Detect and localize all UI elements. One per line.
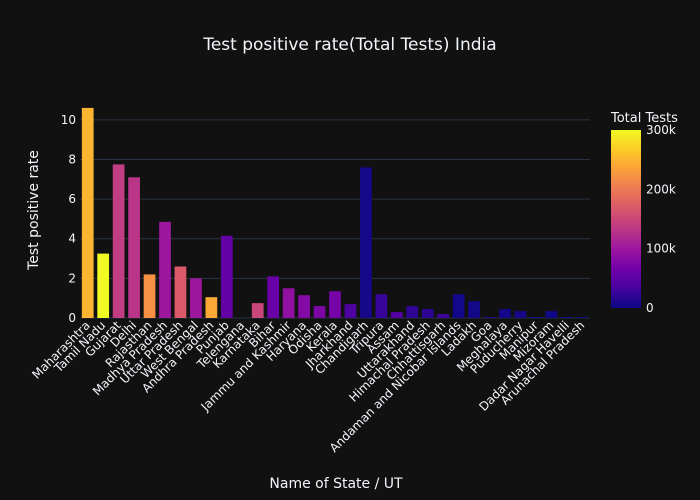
colorbar-tick-label: 300k	[646, 123, 676, 137]
colorbar-gradient	[611, 130, 641, 308]
y-tick-label: 6	[68, 192, 76, 206]
bar[interactable]	[530, 317, 542, 318]
bar[interactable]	[545, 311, 558, 318]
bar[interactable]	[190, 278, 202, 318]
bar[interactable]	[375, 294, 388, 318]
colorbar-tick-label: 0	[646, 301, 654, 315]
bar[interactable]	[514, 311, 527, 318]
bar[interactable]	[576, 317, 589, 318]
bars	[81, 107, 589, 318]
y-axis-label: Test positive rate	[26, 150, 42, 271]
bar[interactable]	[360, 167, 372, 318]
bar[interactable]	[159, 221, 171, 318]
chart-title: Test positive rate(Total Tests) India	[202, 35, 496, 55]
colorbar: Total Tests 0 100k 200k 300k	[610, 111, 678, 315]
y-tick-label: 8	[68, 152, 76, 166]
bar[interactable]	[468, 301, 480, 318]
bar[interactable]	[128, 177, 140, 318]
bar[interactable]	[97, 253, 110, 318]
bar[interactable]	[483, 317, 496, 318]
x-axis-label: Name of State / UT	[269, 476, 403, 492]
bar[interactable]	[329, 291, 341, 318]
bar[interactable]	[390, 312, 403, 318]
y-tick-label: 4	[68, 232, 76, 246]
colorbar-tick-label: 200k	[646, 182, 676, 196]
bar[interactable]	[174, 266, 187, 318]
bar[interactable]	[499, 309, 511, 318]
bar[interactable]	[251, 303, 264, 318]
colorbar-tick-label: 100k	[646, 242, 676, 256]
bar[interactable]	[112, 164, 125, 318]
bar[interactable]	[81, 107, 94, 318]
bar[interactable]	[282, 288, 295, 318]
bar[interactable]	[220, 235, 233, 318]
bar[interactable]	[437, 314, 450, 318]
bar[interactable]	[205, 297, 218, 318]
y-tick-label: 0	[68, 311, 76, 325]
y-axis-ticks: 0 2 4 6 8 10	[61, 113, 76, 325]
colorbar-ticks: 0 100k 200k 300k	[646, 123, 676, 315]
bar[interactable]	[421, 309, 434, 318]
bar[interactable]	[344, 304, 357, 318]
bar[interactable]	[406, 306, 419, 318]
bar[interactable]	[298, 295, 310, 318]
colorbar-title: Total Tests	[610, 111, 678, 126]
bar[interactable]	[560, 317, 573, 318]
y-tick-label: 2	[68, 271, 76, 285]
bar[interactable]	[452, 294, 465, 318]
bar[interactable]	[143, 274, 156, 318]
bar[interactable]	[267, 276, 280, 318]
bar[interactable]	[313, 306, 326, 318]
y-tick-label: 10	[61, 113, 76, 127]
